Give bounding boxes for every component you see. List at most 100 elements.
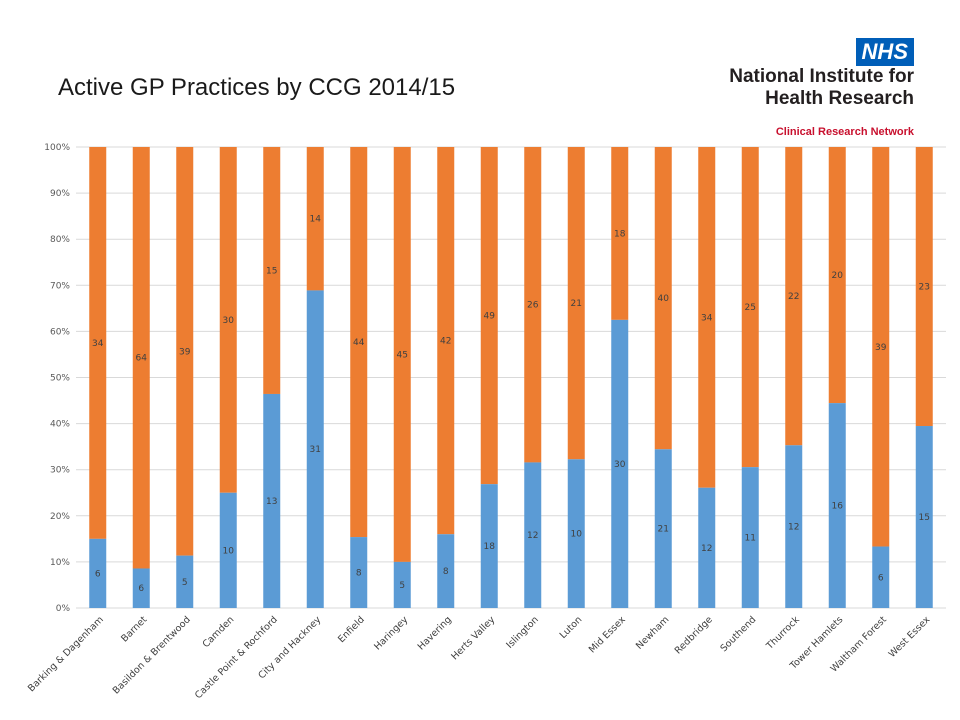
- x-tick-label: Luton: [558, 614, 585, 641]
- bar-segment-b: [480, 147, 498, 485]
- data-label-b: 25: [745, 303, 756, 313]
- data-label-a: 18: [484, 542, 496, 552]
- bar-segment-a: [872, 546, 890, 608]
- slide-title: Active GP Practices by CCG 2014/15: [58, 74, 456, 101]
- y-tick-label: 50%: [50, 374, 70, 384]
- bar-segment-b: [611, 147, 629, 320]
- data-label-a: 6: [95, 569, 101, 579]
- logo-line-2: Health Research: [765, 88, 914, 109]
- bar-segment-b: [437, 147, 455, 535]
- data-label-b: 21: [571, 299, 582, 309]
- bar-segment-b: [915, 147, 933, 427]
- data-label-a: 10: [571, 530, 583, 540]
- bar-segment-b: [263, 147, 281, 394]
- data-label-b: 42: [440, 337, 451, 347]
- data-label-a: 10: [223, 546, 235, 556]
- x-tick-label: Redbridge: [673, 614, 715, 656]
- bar-segment-b: [219, 147, 237, 493]
- y-tick-label: 100%: [44, 143, 70, 153]
- bar-segment-b: [306, 147, 324, 291]
- y-tick-label: 0%: [56, 604, 71, 614]
- x-tick-label: Enfield: [336, 614, 367, 645]
- bar-segment-b: [524, 147, 542, 463]
- data-label-b: 14: [310, 215, 322, 225]
- y-tick-label: 30%: [50, 466, 70, 476]
- data-label-a: 30: [614, 460, 626, 470]
- bar-segment-a: [219, 492, 237, 608]
- bar-segment-b: [654, 147, 672, 450]
- data-label-a: 12: [527, 531, 538, 541]
- bar-segment-a: [524, 462, 542, 608]
- logo-line-1: National Institute for: [729, 66, 914, 87]
- data-label-b: 34: [701, 313, 713, 323]
- y-tick-label: 10%: [50, 558, 70, 568]
- bar-segment-a: [741, 467, 759, 608]
- data-label-a: 15: [919, 513, 930, 523]
- data-label-a: 12: [788, 523, 799, 533]
- x-tick-label: Basildon & Brentwood: [111, 614, 193, 696]
- y-tick-label: 80%: [50, 235, 70, 245]
- data-label-a: 8: [356, 569, 362, 579]
- bar-segment-a: [567, 459, 585, 608]
- x-tick-label: Havering: [416, 614, 454, 652]
- bar-segment-a: [654, 449, 672, 608]
- bar-segment-b: [785, 147, 803, 446]
- bar-segment-b: [89, 147, 107, 539]
- bar-segment-b: [350, 147, 368, 538]
- data-label-b: 23: [919, 283, 930, 293]
- bar-segment-a: [480, 484, 498, 608]
- data-label-a: 11: [745, 534, 756, 544]
- bar-segment-b: [176, 147, 194, 556]
- data-label-b: 39: [875, 343, 887, 353]
- bar-segment-a: [828, 403, 846, 608]
- data-label-b: 64: [136, 354, 148, 364]
- data-label-a: 6: [138, 584, 144, 594]
- data-label-a: 12: [701, 544, 712, 554]
- bar-segment-a: [132, 568, 150, 608]
- x-tick-label: Thurrock: [764, 614, 802, 652]
- bar-segment-b: [132, 147, 150, 569]
- nihr-logo: NHS National Institute for Health Resear…: [720, 38, 920, 148]
- data-label-b: 40: [658, 294, 670, 304]
- bar-segment-b: [828, 147, 846, 404]
- data-label-b: 49: [484, 312, 496, 322]
- bar-segment-b: [698, 147, 716, 488]
- nhs-badge: NHS: [855, 38, 914, 66]
- data-label-b: 18: [614, 229, 626, 239]
- y-tick-label: 40%: [50, 420, 70, 430]
- y-tick-label: 70%: [50, 281, 70, 291]
- x-tick-label: Southend: [718, 614, 758, 654]
- bar-segment-a: [698, 487, 716, 608]
- data-label-a: 21: [658, 525, 669, 535]
- x-tick-label: Castle Point & Rochford: [193, 614, 280, 701]
- data-label-b: 34: [92, 339, 104, 349]
- bar-segment-a: [89, 538, 107, 608]
- y-tick-label: 90%: [50, 189, 70, 199]
- data-label-b: 45: [397, 350, 408, 360]
- bar-segment-a: [350, 537, 368, 608]
- x-tick-label: Islington: [504, 614, 541, 651]
- logo-network: Clinical Research Network: [775, 126, 914, 138]
- x-tick-label: Haringey: [372, 614, 410, 652]
- data-label-b: 15: [266, 266, 277, 276]
- data-labels: 6 34 6 64 5 39 10 30 13 15 31 14 8 44 5 45 8 42 18 49 12 26 10…: [92, 215, 930, 595]
- bar-segment-a: [437, 534, 455, 608]
- bars: [89, 147, 933, 608]
- data-label-b: 22: [788, 292, 799, 302]
- data-label-b: 26: [527, 301, 539, 311]
- bar-segment-b: [567, 147, 585, 460]
- x-tick-label: Camden: [201, 614, 237, 650]
- bar-segment-b: [872, 147, 890, 547]
- data-label-a: 13: [266, 497, 277, 507]
- data-label-b: 20: [832, 271, 844, 281]
- data-label-a: 31: [310, 445, 321, 455]
- data-label-b: 30: [223, 316, 235, 326]
- data-label-a: 16: [832, 502, 844, 512]
- x-tick-label: Mid Essex: [587, 614, 628, 655]
- x-tick-label: Barking & Dagenham: [26, 614, 106, 694]
- bar-segment-a: [306, 290, 324, 608]
- bar-segment-a: [176, 555, 194, 608]
- data-label-b: 39: [179, 347, 191, 357]
